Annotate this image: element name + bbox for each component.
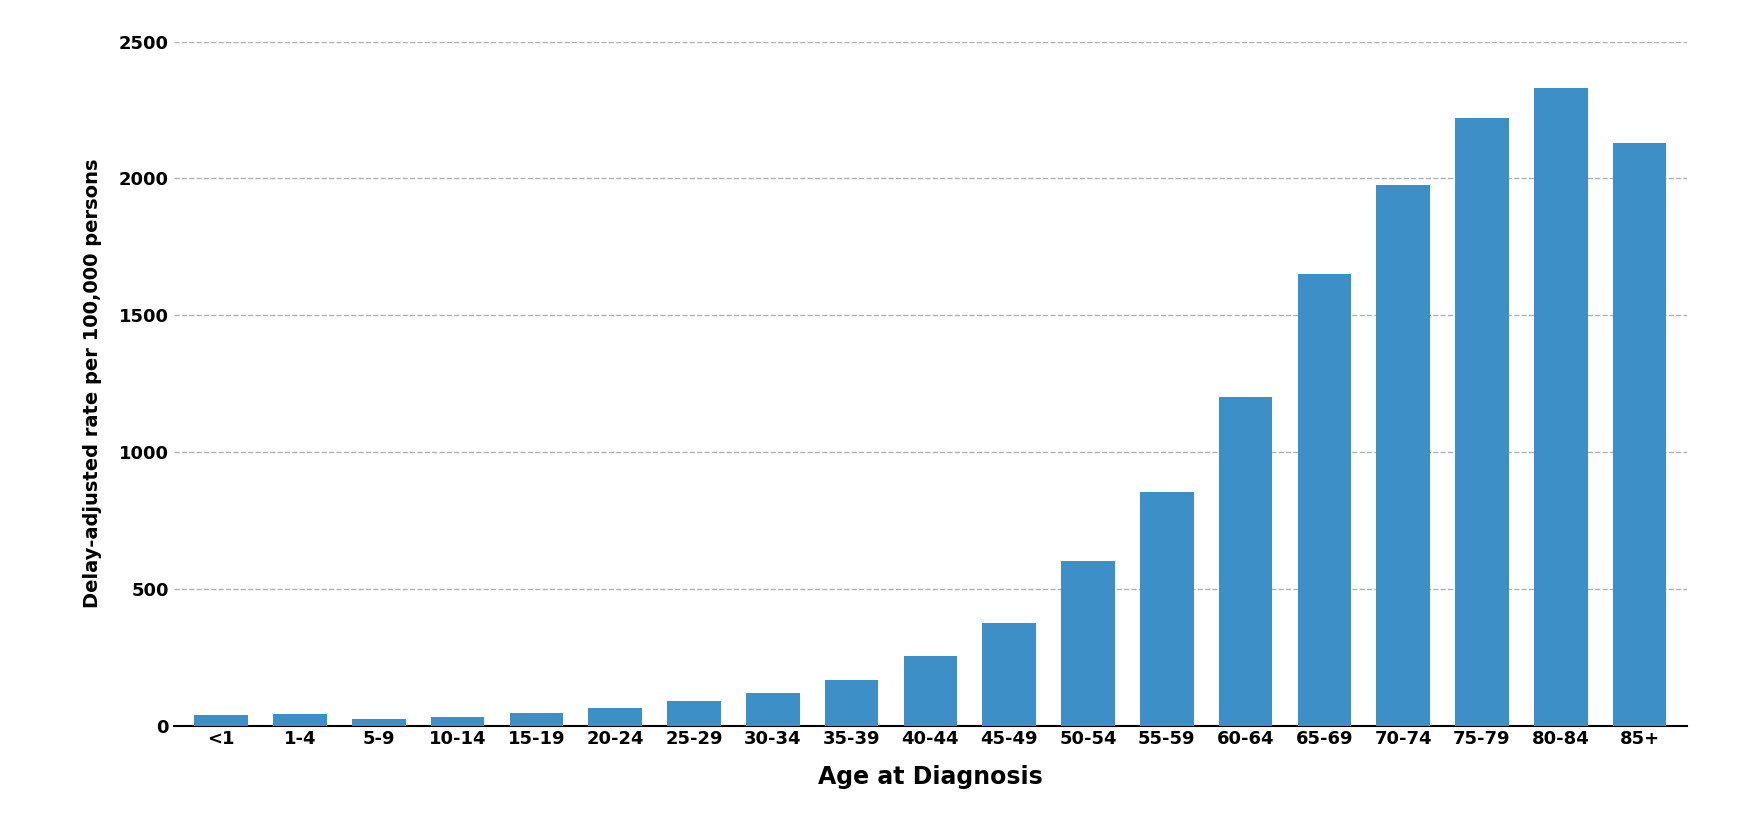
Bar xyxy=(351,719,405,726)
Bar xyxy=(824,681,878,726)
Bar xyxy=(1141,492,1193,726)
Bar xyxy=(1612,143,1666,726)
Bar xyxy=(1297,274,1351,726)
Bar xyxy=(668,701,720,726)
Bar xyxy=(588,708,642,726)
Bar xyxy=(1534,88,1588,726)
Bar xyxy=(1456,118,1509,726)
Bar xyxy=(746,693,800,726)
Bar xyxy=(1219,397,1273,726)
Bar xyxy=(904,656,956,726)
Bar xyxy=(195,715,249,726)
X-axis label: Age at Diagnosis: Age at Diagnosis xyxy=(817,765,1043,789)
Bar xyxy=(431,717,485,726)
Bar xyxy=(1061,561,1115,726)
Bar xyxy=(273,714,327,726)
Bar xyxy=(983,623,1036,726)
Y-axis label: Delay-adjusted rate per 100,000 persons: Delay-adjusted rate per 100,000 persons xyxy=(83,159,103,608)
Bar xyxy=(1376,185,1429,726)
Bar xyxy=(510,713,563,726)
